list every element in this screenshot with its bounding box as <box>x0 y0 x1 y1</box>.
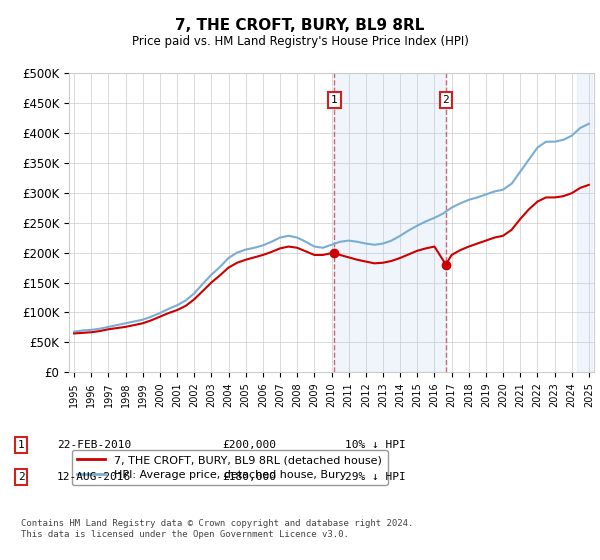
Bar <box>577 73 592 372</box>
Legend: 7, THE CROFT, BURY, BL9 8RL (detached house), HPI: Average price, detached house: 7, THE CROFT, BURY, BL9 8RL (detached ho… <box>72 450 388 485</box>
Text: 1: 1 <box>17 440 25 450</box>
Text: 2: 2 <box>443 95 449 105</box>
Text: 7, THE CROFT, BURY, BL9 8RL: 7, THE CROFT, BURY, BL9 8RL <box>175 18 425 32</box>
Text: 1: 1 <box>331 95 338 105</box>
Text: 2: 2 <box>17 472 25 482</box>
Text: Contains HM Land Registry data © Crown copyright and database right 2024.
This d: Contains HM Land Registry data © Crown c… <box>21 520 413 539</box>
Text: 10% ↓ HPI: 10% ↓ HPI <box>345 440 406 450</box>
Text: 12-AUG-2016: 12-AUG-2016 <box>57 472 131 482</box>
Text: £200,000: £200,000 <box>222 440 276 450</box>
Bar <box>334 73 446 372</box>
Text: Price paid vs. HM Land Registry's House Price Index (HPI): Price paid vs. HM Land Registry's House … <box>131 35 469 49</box>
Text: 22-FEB-2010: 22-FEB-2010 <box>57 440 131 450</box>
Text: £180,000: £180,000 <box>222 472 276 482</box>
Text: 29% ↓ HPI: 29% ↓ HPI <box>345 472 406 482</box>
